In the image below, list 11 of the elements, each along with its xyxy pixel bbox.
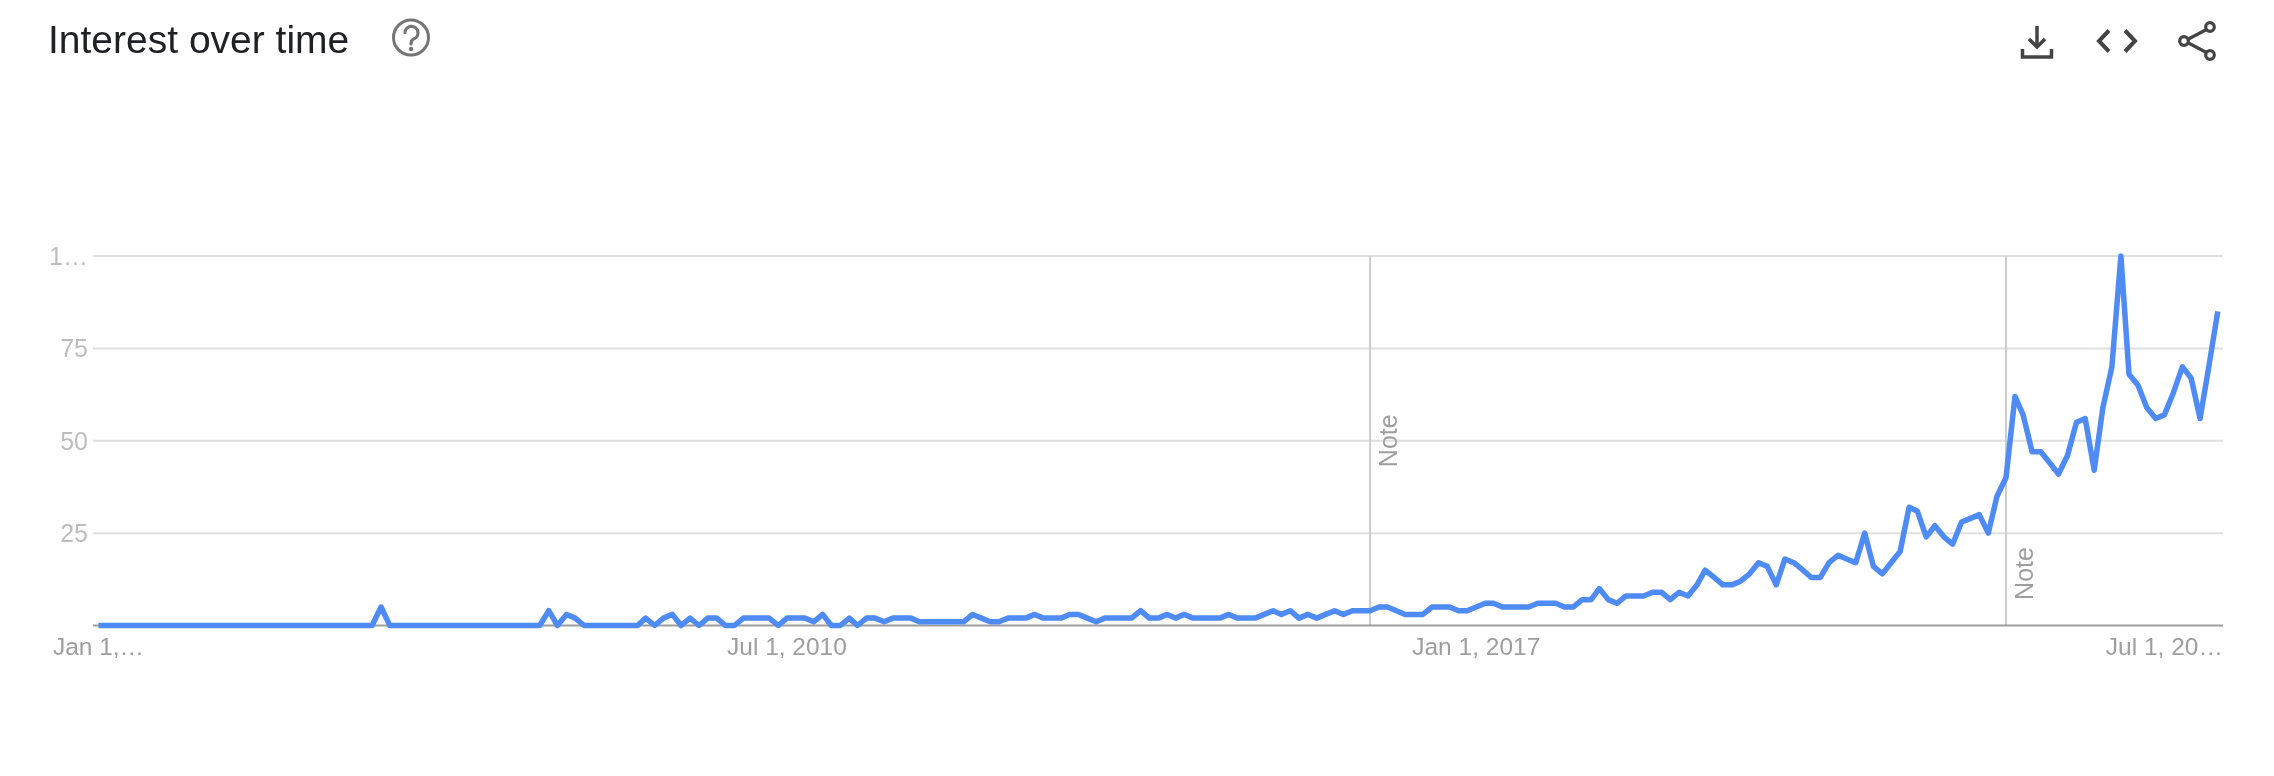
x-tick-label: Jul 1, 2010: [727, 633, 847, 660]
y-tick-label: 1…: [49, 242, 88, 270]
ref-line-label: Note: [1374, 414, 1403, 468]
x-tick-label: Jan 1,…: [52, 633, 145, 660]
ref-line-label: Note: [2010, 547, 2038, 600]
y-tick-label: 50: [60, 426, 88, 455]
chart-title: Interest over time: [48, 18, 350, 61]
x-tick-label: Jul 1, 20…: [2105, 633, 2223, 660]
y-tick-label: 75: [60, 334, 88, 363]
y-tick-label: 25: [60, 519, 88, 548]
x-tick-label: Jan 1, 2017: [1412, 633, 1541, 660]
